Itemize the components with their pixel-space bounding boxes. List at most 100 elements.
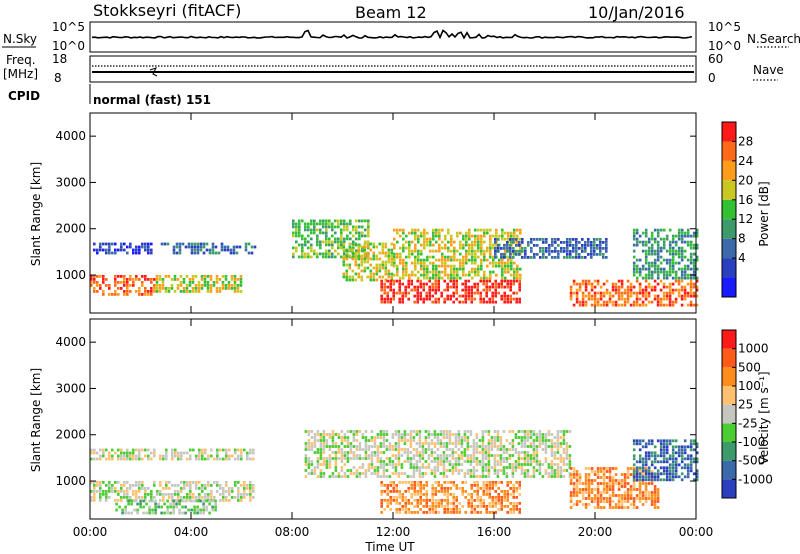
power-cell xyxy=(435,270,438,274)
power-cell xyxy=(206,281,210,284)
power-cell xyxy=(114,293,117,296)
power-cell xyxy=(465,240,468,244)
power-cell xyxy=(120,242,123,246)
power-cell xyxy=(96,275,99,278)
velocity-cell xyxy=(572,485,576,488)
power-cell xyxy=(519,267,522,271)
velocity-cell xyxy=(689,463,693,467)
power-cell xyxy=(474,273,477,277)
velocity-cell xyxy=(454,469,458,472)
power-cell xyxy=(313,222,316,226)
velocity-cell xyxy=(487,463,491,466)
velocity-cell xyxy=(412,475,416,478)
velocity-cell xyxy=(346,445,350,448)
power-cell xyxy=(188,290,192,293)
power-cell xyxy=(437,285,440,289)
velocity-cell xyxy=(108,490,111,493)
velocity-cell xyxy=(553,463,557,466)
power-cell xyxy=(176,284,180,287)
velocity-cell xyxy=(249,481,252,484)
velocity-cell xyxy=(665,457,669,461)
power-cell xyxy=(191,290,195,293)
power-cell xyxy=(632,291,636,295)
velocity-cell xyxy=(389,502,392,505)
power-cell xyxy=(647,270,651,274)
velocity-cell xyxy=(389,484,392,487)
velocity-cell xyxy=(120,448,123,452)
velocity-cell xyxy=(394,430,398,433)
velocity-cell xyxy=(683,463,687,467)
velocity-cell xyxy=(692,439,696,443)
power-cell xyxy=(501,237,504,241)
power-cell xyxy=(413,288,416,292)
velocity-cell xyxy=(485,484,488,487)
velocity-cell xyxy=(638,448,642,452)
velocity-cell xyxy=(463,448,467,451)
power-cell xyxy=(692,282,696,286)
power-cell xyxy=(605,291,609,295)
velocity-cell xyxy=(310,442,314,445)
velocity-cell xyxy=(475,436,479,439)
power-cell xyxy=(563,250,566,253)
power-cell xyxy=(629,303,633,307)
power-cell xyxy=(614,303,618,307)
velocity-cell xyxy=(379,466,383,469)
power-cell xyxy=(671,240,675,244)
velocity-cell xyxy=(455,484,458,487)
power-cell xyxy=(381,263,385,267)
velocity-cell xyxy=(192,481,195,484)
power-cell xyxy=(599,291,603,295)
power-cell xyxy=(191,275,195,278)
power-cell xyxy=(194,287,198,290)
velocity-cell xyxy=(431,493,434,496)
power-cell xyxy=(441,252,444,256)
power-cell xyxy=(126,245,129,249)
velocity-cell xyxy=(526,469,530,472)
velocity-cell xyxy=(358,442,362,445)
power-cell xyxy=(471,246,474,250)
power-ytick-label: 1000 xyxy=(55,268,86,282)
power-cell xyxy=(429,261,432,265)
power-cell xyxy=(155,275,159,278)
velocity-cell xyxy=(587,494,591,497)
velocity-cell xyxy=(385,463,389,466)
power-cell xyxy=(524,247,527,250)
power-cell xyxy=(689,294,693,298)
velocity-cell xyxy=(198,451,201,455)
power-cell xyxy=(405,240,408,244)
power-cell xyxy=(476,288,479,292)
power-cell xyxy=(683,231,687,235)
velocity-cell xyxy=(671,457,675,461)
power-cell xyxy=(423,261,426,265)
velocity-cell xyxy=(108,454,111,458)
velocity-cell xyxy=(400,436,404,439)
velocity-cell xyxy=(572,476,576,479)
power-cell xyxy=(319,222,322,226)
power-cell xyxy=(384,269,388,273)
velocity-cell xyxy=(180,457,183,461)
power-cell xyxy=(199,245,203,249)
velocity-cell xyxy=(470,511,473,514)
power-cell xyxy=(686,276,690,280)
power-cell xyxy=(593,279,597,283)
power-cell xyxy=(677,288,681,292)
velocity-cell xyxy=(442,460,446,463)
velocity-cell xyxy=(142,505,145,509)
velocity-cell xyxy=(154,508,157,512)
velocity-cell xyxy=(216,484,219,487)
velocity-cell xyxy=(376,436,380,439)
power-cell xyxy=(479,300,482,304)
velocity-cell xyxy=(379,463,383,466)
velocity-cell xyxy=(138,487,141,490)
power-cell xyxy=(497,285,500,289)
velocity-cell xyxy=(216,481,219,484)
power-cell xyxy=(164,290,168,293)
velocity-cell xyxy=(463,475,467,478)
velocity-cell xyxy=(430,442,434,445)
power-cell xyxy=(488,300,491,304)
power-cell xyxy=(644,249,648,253)
power-cell xyxy=(491,300,494,304)
velocity-cell xyxy=(349,442,353,445)
velocity-cell xyxy=(391,472,395,475)
power-cell xyxy=(383,291,386,295)
